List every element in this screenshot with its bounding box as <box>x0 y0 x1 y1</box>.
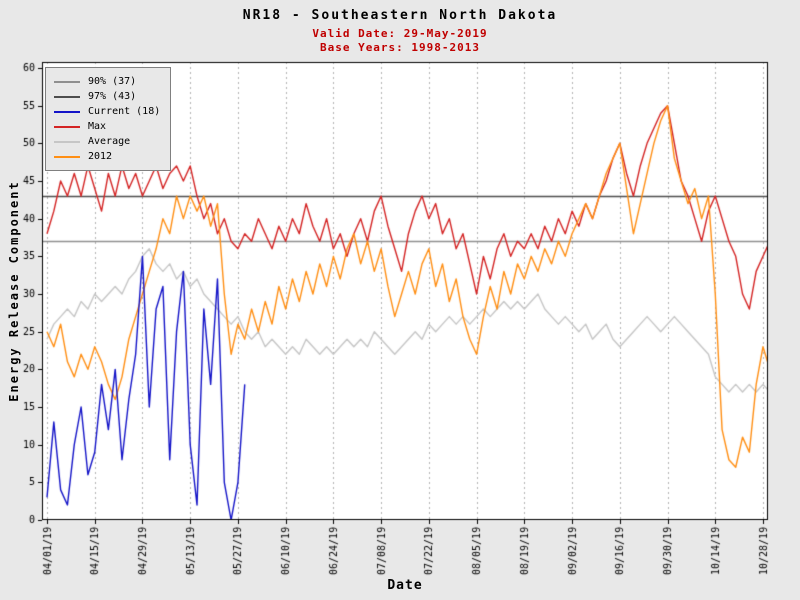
legend-label: Max <box>88 121 107 132</box>
x-axis-title: Date <box>387 578 423 593</box>
y-axis-title: Energy Release Component <box>7 180 21 402</box>
legend-label: 90% (37) <box>88 76 137 87</box>
legend-item: 90% (37) <box>54 74 160 89</box>
legend-line-swatch <box>54 80 80 83</box>
legend-line-swatch <box>54 155 80 158</box>
legend: 90% (37) 97% (43) Current (18) Max Average 20… <box>45 67 172 171</box>
base-years-subtitle: Base Years: 1998-2013 <box>319 41 481 54</box>
valid-date-subtitle: Valid Date: 29-May-2019 <box>312 27 488 40</box>
legend-label: Current (18) <box>88 106 161 117</box>
legend-line-swatch <box>54 140 80 143</box>
legend-line-swatch <box>54 125 80 128</box>
legend-item: 97% (43) <box>54 89 160 104</box>
legend-label: Average <box>88 136 131 147</box>
legend-label: 2012 <box>88 151 113 162</box>
legend-label: 97% (43) <box>88 91 137 102</box>
legend-item: Average <box>54 134 160 149</box>
chart-title: NR18 - Southeastern North Dakota <box>242 8 558 23</box>
legend-line-swatch <box>54 95 80 98</box>
legend-item: Max <box>54 119 160 134</box>
legend-item: Current (18) <box>54 104 160 119</box>
legend-item: 2012 <box>54 149 160 164</box>
legend-line-swatch <box>54 110 80 113</box>
